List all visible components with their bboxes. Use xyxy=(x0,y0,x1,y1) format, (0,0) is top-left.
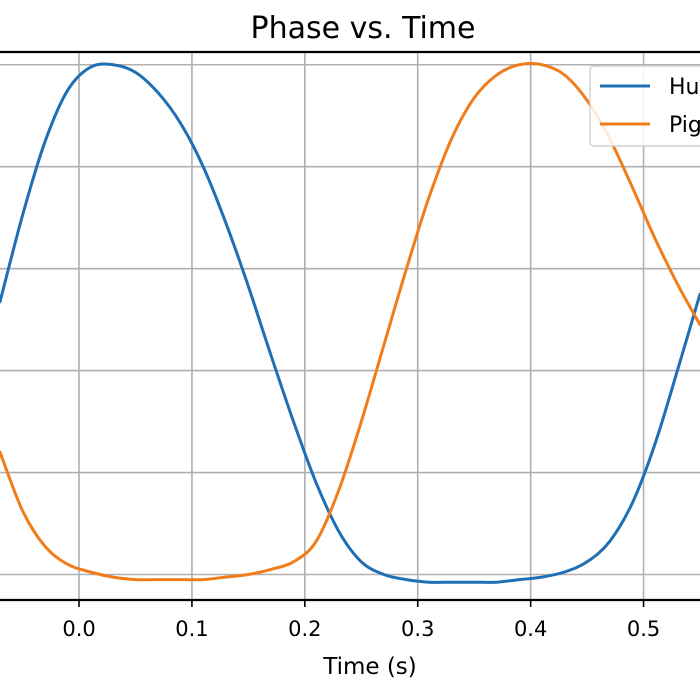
x-tick-label: 0.5 xyxy=(627,617,660,641)
x-tick-label: 0.2 xyxy=(288,617,321,641)
axes xyxy=(0,50,700,602)
x-tick-label: 0.1 xyxy=(175,617,208,641)
x-tick-label: 0.0 xyxy=(62,617,95,641)
legend-label-pig: Pig xyxy=(669,113,700,138)
x-tick-label: 0.4 xyxy=(514,617,547,641)
legend-label-hu: Hu xyxy=(669,75,700,100)
x-axis-label: Time (s) xyxy=(322,654,417,680)
legend: Hu Pig xyxy=(589,65,700,147)
x-tick-label: 0.3 xyxy=(401,617,434,641)
series-line-pig xyxy=(0,61,700,582)
chart-title: Phase vs. Time xyxy=(251,11,476,46)
series-lines xyxy=(0,61,700,584)
series-line-hu xyxy=(0,62,700,584)
x-tick-labels: 0.0 0.1 0.2 0.3 0.4 0.5 xyxy=(62,600,660,641)
